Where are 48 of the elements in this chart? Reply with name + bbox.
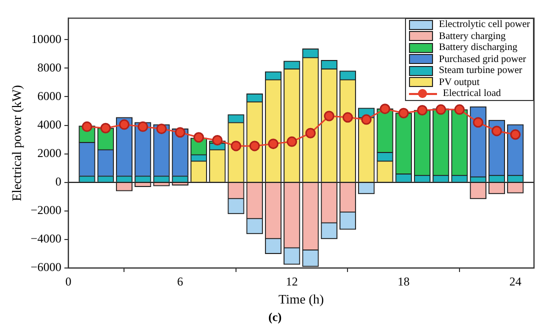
point [212, 134, 223, 146]
y-axis-title: Electrical power (kW) [9, 84, 24, 202]
point [324, 110, 334, 122]
point [417, 105, 428, 116]
y-tick-label: −4000 [30, 232, 62, 246]
y-tick-label: 10000 [31, 32, 62, 46]
y-tick-label: 6000 [37, 88, 62, 103]
legend-label: PV output [438, 76, 480, 88]
legend-label: Steam turbine power [438, 65, 522, 77]
point [100, 122, 111, 134]
x-tick-label: 18 [398, 274, 410, 288]
x-tick-label: 6 [177, 274, 184, 288]
x-axis-title: Time (h) [278, 292, 324, 307]
point [472, 117, 484, 128]
point [305, 128, 316, 138]
point [361, 114, 372, 125]
point [138, 121, 148, 132]
legend-label: Purchased grid power [438, 54, 526, 66]
text: (c) [267, 310, 283, 325]
legend-label: Electrolytic cell power [438, 19, 530, 31]
point [398, 108, 409, 118]
y-tick-label: −2000 [30, 203, 62, 218]
point [82, 121, 92, 132]
point [268, 138, 278, 150]
point [193, 132, 204, 143]
point [342, 112, 353, 123]
y-tick-label: 2000 [37, 146, 62, 160]
legend-label: Electrical load [442, 88, 501, 100]
y-tick-label: 4000 [37, 117, 62, 132]
point [286, 136, 298, 147]
y-tick-label: −6000 [30, 260, 62, 274]
point [510, 129, 521, 140]
legend-label: Battery charging [438, 30, 506, 42]
point [230, 140, 242, 152]
point [156, 124, 167, 134]
point [118, 119, 130, 130]
point [174, 127, 186, 138]
point [380, 104, 390, 114]
point [492, 126, 502, 136]
legend-label: Battery discharging [438, 42, 518, 54]
point [454, 104, 465, 115]
point [436, 104, 446, 115]
point [249, 140, 260, 152]
y-tick-label: 8000 [37, 60, 62, 74]
y-tick-label: 0 [55, 174, 62, 189]
x-tick-label: 24 [509, 274, 522, 288]
x-tick-label: 12 [286, 274, 298, 288]
x-tick-label: 0 [65, 274, 72, 288]
